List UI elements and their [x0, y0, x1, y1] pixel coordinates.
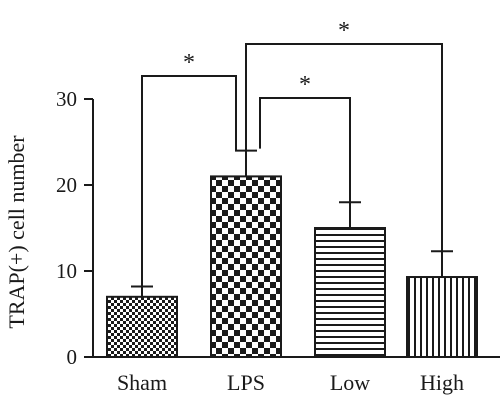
- bar-low: [314, 227, 386, 358]
- significance-marker: *: [338, 18, 350, 44]
- significance-marker: *: [299, 72, 311, 98]
- x-category-label: Low: [330, 370, 370, 395]
- y-tick-label: 10: [56, 259, 77, 283]
- significance-brackets: * * *: [141, 18, 443, 287]
- x-category-label: LPS: [227, 370, 265, 395]
- significance-bracket: [259, 97, 351, 203]
- y-axis-ticks: 0 10 20 30: [56, 87, 93, 369]
- x-category-label: High: [420, 370, 464, 395]
- y-tick-label: 30: [56, 87, 77, 111]
- significance-bracket: [141, 75, 237, 287]
- bar-lps: [210, 175, 282, 358]
- bar-high: [406, 276, 478, 358]
- significance-marker: *: [183, 50, 195, 76]
- x-category-label: Sham: [117, 370, 167, 395]
- plot-area: [106, 149, 478, 358]
- bar-sham: [106, 295, 178, 358]
- y-tick-label: 0: [67, 345, 78, 369]
- x-axis-categories: Sham LPS Low High: [117, 370, 464, 395]
- y-tick-label: 20: [56, 173, 77, 197]
- y-axis-label: TRAP(+) cell number: [4, 135, 29, 329]
- significance-bracket: [245, 43, 443, 252]
